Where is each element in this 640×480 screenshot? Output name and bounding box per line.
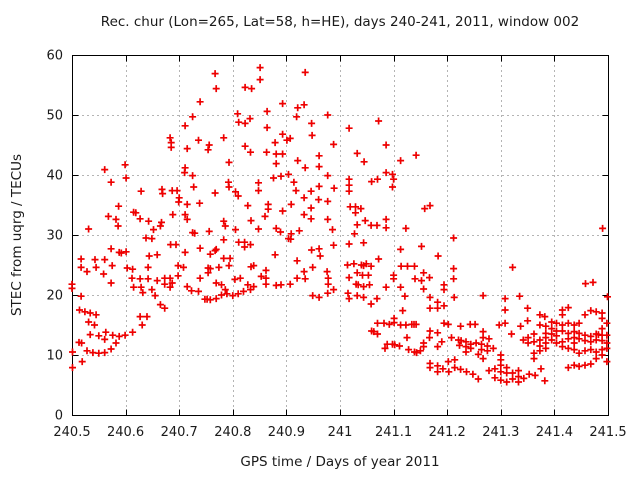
x-tick-label: 241 xyxy=(328,425,353,440)
x-tick-label: 241.2 xyxy=(429,425,466,440)
grid-lines xyxy=(72,55,608,415)
y-tick-label: 40 xyxy=(46,169,63,184)
y-tick-label: 50 xyxy=(46,109,63,124)
scatter-points xyxy=(68,64,611,386)
x-tick-label: 240.9 xyxy=(268,425,305,440)
x-tick-label: 241.4 xyxy=(536,425,573,440)
y-tick-label: 20 xyxy=(46,289,63,304)
chart-title: Rec. chur (Lon=265, Lat=58, h=HE), days … xyxy=(100,14,580,30)
x-tick-label: 241.3 xyxy=(482,425,519,440)
x-tick-label: 241.5 xyxy=(589,425,626,440)
axes xyxy=(72,55,609,416)
x-tick-label: 240.7 xyxy=(161,425,198,440)
tick-labels: 240.5 240.6 240.7 240.8 240.9 241 241.1 241.2 24… xyxy=(46,49,626,441)
y-tick-label: 30 xyxy=(46,229,63,244)
x-tick-label: 240.8 xyxy=(214,425,251,440)
x-tick-label: 241.1 xyxy=(375,425,412,440)
y-tick-label: 10 xyxy=(46,349,63,364)
x-axis-label: GPS time / Days of year 2011 xyxy=(240,454,440,470)
x-tick-label: 240.5 xyxy=(53,425,90,440)
y-tick-label: 60 xyxy=(46,49,63,64)
x-tick-label: 240.6 xyxy=(107,425,144,440)
tick-marks xyxy=(72,55,609,416)
y-tick-label: 0 xyxy=(55,409,63,424)
